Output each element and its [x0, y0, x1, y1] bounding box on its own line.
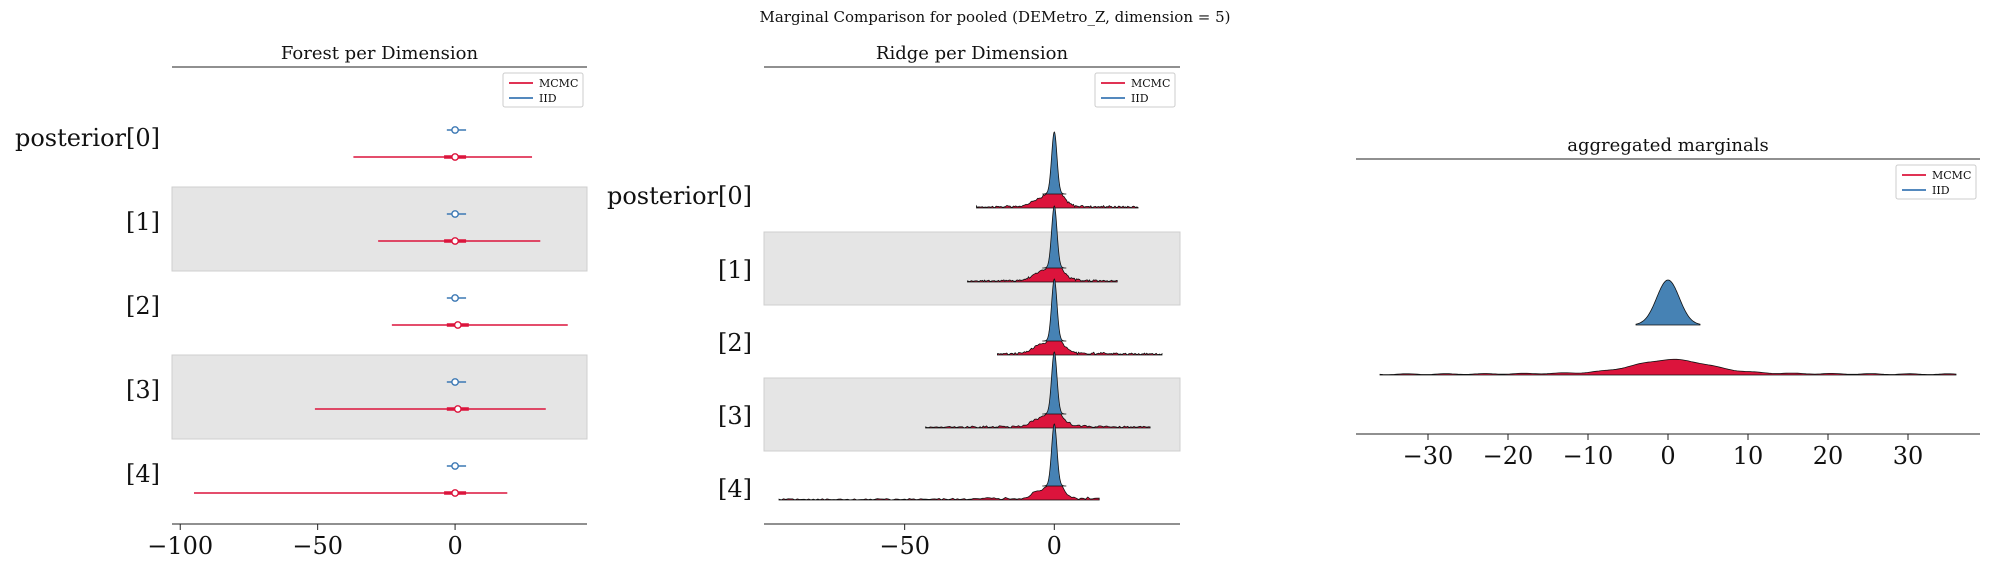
forest-iid-point	[451, 126, 459, 134]
ridge-x-tick-label: −50	[879, 532, 930, 560]
forest-mcmc-point	[451, 489, 459, 497]
ridge-title: Ridge per Dimension	[876, 43, 1069, 64]
ridge-row-label: [3]	[718, 402, 752, 430]
forest-mcmc-point	[453, 321, 462, 329]
aggregated-panel: aggregated marginals −30 −20 −10 0 10 20 30 MCMC…	[1356, 135, 1980, 470]
forest-row-label: [2]	[126, 292, 160, 320]
agg-x-tick-label: −30	[1403, 442, 1454, 470]
ridge-iid-density	[1042, 131, 1067, 195]
agg-mcmc-density	[1379, 358, 1957, 376]
forest-row-label: posterior[0]	[15, 124, 160, 152]
forest-row-label: [1]	[126, 208, 160, 236]
ridge-band-3	[763, 377, 1181, 452]
forest-legend-label-iid: IID	[539, 92, 557, 105]
forest-row-label: [4]	[126, 460, 160, 488]
agg-x-tick-label: 30	[1893, 442, 1924, 470]
ridge-row-label: [1]	[718, 256, 752, 284]
ridge-row-label: [2]	[718, 329, 752, 357]
ridge-band-1	[763, 231, 1181, 306]
forest-iid-point	[451, 210, 459, 218]
agg-legend-label-iid: IID	[1932, 184, 1950, 197]
agg-x-tick-label: 0	[1660, 442, 1675, 470]
forest-iid-point	[451, 294, 459, 302]
agg-x-tick-label: −10	[1563, 442, 1614, 470]
forest-x-tick-label: −100	[147, 532, 213, 560]
agg-title: aggregated marginals	[1567, 135, 1768, 156]
ridge-panel: Ridge per Dimension posterior[0] [1] [2] [3]…	[607, 43, 1181, 560]
figure-title: Marginal Comparison for pooled (DEMetro_…	[759, 8, 1231, 26]
ridge-iid-density	[1042, 351, 1067, 415]
ridge-mcmc-density	[925, 406, 1151, 429]
ridge-x-tick-label: 0	[1047, 532, 1062, 560]
ridge-mcmc-density	[967, 260, 1118, 283]
ridge-row-label: [4]	[718, 475, 752, 503]
forest-iid-point	[451, 462, 459, 470]
ridge-legend-label-iid: IID	[1131, 92, 1149, 105]
forest-mcmc-point	[453, 405, 462, 413]
forest-x-tick-label: −50	[292, 532, 343, 560]
agg-x-tick-label: −20	[1483, 442, 1534, 470]
agg-legend-label-mcmc: MCMC	[1932, 169, 1971, 182]
ridge-iid-density	[1042, 423, 1067, 487]
forest-mcmc-point	[451, 153, 459, 161]
ridge-iid-density	[1042, 205, 1067, 269]
ridge-iid-density	[1042, 278, 1067, 342]
forest-iid-point	[451, 378, 459, 386]
agg-x-tick-label: 20	[1813, 442, 1844, 470]
forest-row-label: [3]	[126, 376, 160, 404]
forest-legend-label-mcmc: MCMC	[539, 77, 578, 90]
ridge-row-label: posterior[0]	[607, 182, 752, 210]
forest-title: Forest per Dimension	[281, 43, 479, 64]
forest-x-tick-label: 0	[447, 532, 462, 560]
forest-panel: Forest per Dimension posterior[0] [1] [2] [3…	[15, 43, 588, 560]
forest-band-3	[171, 354, 588, 440]
ridge-legend-label-mcmc: MCMC	[1131, 77, 1170, 90]
ridge-mcmc-density	[997, 333, 1163, 356]
agg-x-tick-label: 10	[1733, 442, 1764, 470]
forest-band-1	[171, 186, 588, 272]
agg-iid-density	[1635, 279, 1701, 326]
forest-mcmc-point	[451, 237, 459, 245]
